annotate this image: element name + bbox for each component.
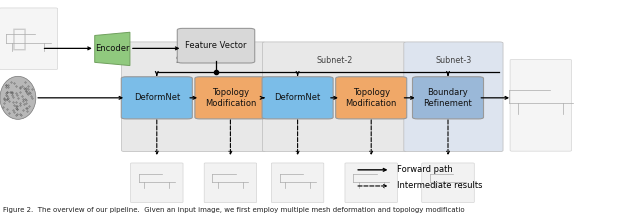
- Text: Subnet-1: Subnet-1: [175, 56, 212, 65]
- FancyBboxPatch shape: [204, 163, 257, 203]
- Text: Intermediate results: Intermediate results: [397, 181, 483, 190]
- Text: Boundary
Refinement: Boundary Refinement: [424, 88, 472, 108]
- Ellipse shape: [0, 76, 36, 119]
- FancyBboxPatch shape: [195, 77, 266, 119]
- Text: 🪑: 🪑: [12, 27, 27, 51]
- FancyBboxPatch shape: [422, 163, 474, 203]
- FancyBboxPatch shape: [122, 77, 192, 119]
- FancyBboxPatch shape: [335, 77, 407, 119]
- FancyBboxPatch shape: [404, 42, 503, 152]
- FancyBboxPatch shape: [177, 28, 255, 63]
- FancyBboxPatch shape: [131, 163, 183, 203]
- FancyBboxPatch shape: [345, 163, 397, 203]
- FancyBboxPatch shape: [0, 8, 58, 69]
- Text: Topology
Modification: Topology Modification: [205, 88, 256, 108]
- FancyBboxPatch shape: [262, 42, 406, 152]
- Text: Encoder: Encoder: [95, 45, 129, 53]
- Text: Figure 2.  The overview of our pipeline.  Given an input image, we first employ : Figure 2. The overview of our pipeline. …: [3, 207, 465, 213]
- Text: Subnet-2: Subnet-2: [316, 56, 353, 65]
- FancyBboxPatch shape: [122, 42, 266, 152]
- FancyBboxPatch shape: [510, 60, 572, 151]
- Text: DeformNet: DeformNet: [134, 93, 180, 102]
- FancyBboxPatch shape: [412, 77, 484, 119]
- Text: DeformNet: DeformNet: [275, 93, 321, 102]
- Text: Subnet-3: Subnet-3: [435, 56, 472, 65]
- FancyBboxPatch shape: [271, 163, 324, 203]
- Text: Topology
Modification: Topology Modification: [346, 88, 397, 108]
- FancyBboxPatch shape: [262, 77, 333, 119]
- Polygon shape: [95, 32, 130, 66]
- Text: Feature Vector: Feature Vector: [185, 41, 247, 50]
- Text: Forward path: Forward path: [397, 165, 452, 174]
